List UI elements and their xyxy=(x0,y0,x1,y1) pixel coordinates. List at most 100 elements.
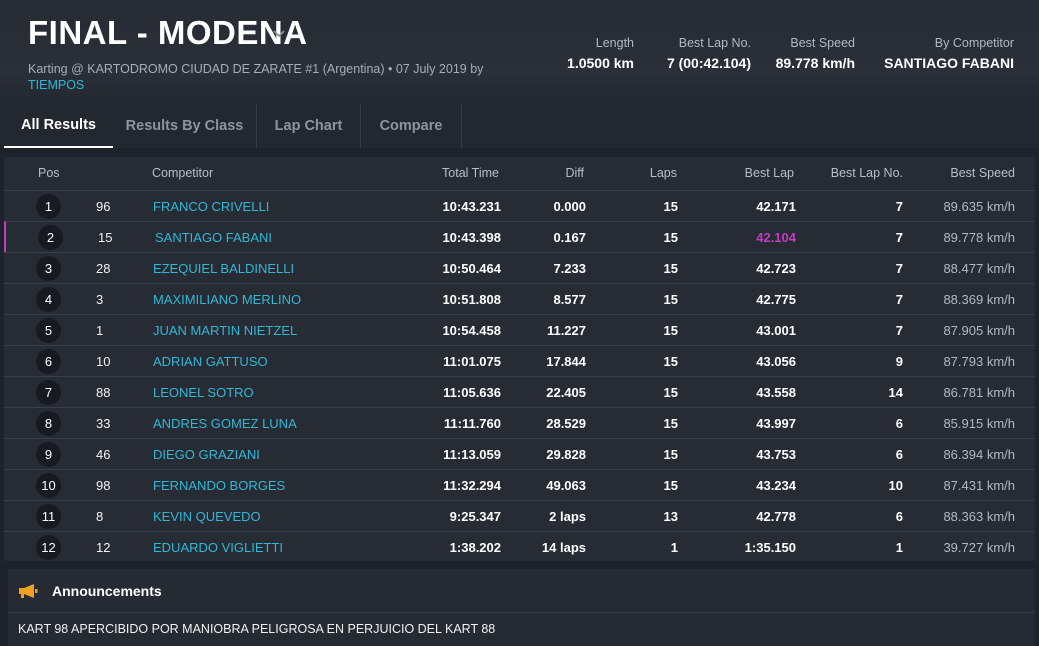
kart-number: 15 xyxy=(98,230,113,245)
diff: 7.233 xyxy=(553,261,586,276)
tab-compare[interactable]: Compare xyxy=(361,104,462,148)
best-speed: 89.778 km/h xyxy=(943,230,1015,245)
competitor-name[interactable]: SANTIAGO FABANI xyxy=(155,230,273,245)
table-row[interactable]: 2 15 SANTIAGO FABANI 10:43.398 0.167 15 42.104… xyxy=(4,221,1035,252)
laps: 15 xyxy=(663,354,678,369)
organizer-link[interactable]: TIEMPOS xyxy=(28,78,85,92)
table-row[interactable]: 6 10 ADRIAN GATTUSO 11:01.075 17.844 15 43.056… xyxy=(4,345,1035,376)
table-row[interactable]: 7 88 LEONEL SOTRO 11:05.636 22.405 15 43.558 14… xyxy=(4,376,1035,407)
total-time: 11:32.294 xyxy=(443,478,501,493)
position-badge: 2 xyxy=(38,225,63,250)
diff: 22.405 xyxy=(546,385,586,400)
diff: 0.000 xyxy=(553,199,586,214)
best-lap-no: 7 xyxy=(895,261,903,276)
laps: 15 xyxy=(663,416,678,431)
laps: 15 xyxy=(663,478,678,493)
best-lap: 43.558 xyxy=(756,385,796,400)
position-badge: 6 xyxy=(36,349,61,374)
event-header: FINAL - MODENA Karting @ KARTODROMO CIUD… xyxy=(0,0,1039,104)
kart-number: 88 xyxy=(96,385,111,400)
competitor-name[interactable]: ADRIAN GATTUSO xyxy=(153,354,268,369)
competitor-name[interactable]: FERNANDO BORGES xyxy=(153,478,286,493)
kart-number: 28 xyxy=(96,261,111,276)
competitor-name[interactable]: KEVIN QUEVEDO xyxy=(153,509,261,524)
results-table: Pos Competitor Total Time Diff Laps Best… xyxy=(4,157,1035,561)
header-total-time[interactable]: Total Time xyxy=(442,166,499,180)
best-lap-no: 7 xyxy=(895,323,903,338)
total-time: 9:25.347 xyxy=(449,509,501,524)
competitor-name[interactable]: EDUARDO VIGLIETTI xyxy=(153,540,284,555)
table-row[interactable]: 9 46 DIEGO GRAZIANI 11:13.059 29.828 15 43.753… xyxy=(4,438,1035,469)
best-lap: 42.778 xyxy=(756,509,796,524)
table-row[interactable]: 5 1 JUAN MARTIN NIETZEL 10:54.458 11.227 15 43… xyxy=(4,314,1035,345)
tab-all-results[interactable]: All Results xyxy=(4,104,113,148)
best-lap-no: 10 xyxy=(888,478,903,493)
kart-number: 12 xyxy=(96,540,111,555)
header-pos[interactable]: Pos xyxy=(38,166,60,180)
table-row[interactable]: 8 33 ANDRES GOMEZ LUNA 11:11.760 28.529 15 43.… xyxy=(4,407,1035,438)
stat-best-lap-no-label: Best Lap No. xyxy=(678,36,751,50)
best-lap-no: 9 xyxy=(895,354,903,369)
laps: 15 xyxy=(663,261,678,276)
best-lap: 42.723 xyxy=(756,261,796,276)
best-speed: 87.793 km/h xyxy=(943,354,1015,369)
position-badge: 7 xyxy=(36,380,61,405)
best-speed: 39.727 km/h xyxy=(943,540,1015,555)
competitor-name[interactable]: MAXIMILIANO MERLINO xyxy=(153,292,302,307)
megaphone-icon xyxy=(19,584,38,598)
results-tabs: All Results Results By Class Lap Chart C… xyxy=(0,104,1039,148)
kart-number: 10 xyxy=(96,354,111,369)
table-row[interactable]: 12 12 EDUARDO VIGLIETTI 1:38.202 14 laps 1 1:3… xyxy=(4,531,1035,562)
announcements-title: Announcements xyxy=(52,583,162,599)
diff: 8.577 xyxy=(553,292,586,307)
best-lap: 1:35.150 xyxy=(744,540,796,555)
position-badge: 1 xyxy=(36,194,61,219)
best-speed: 88.477 km/h xyxy=(943,261,1015,276)
table-header: Pos Competitor Total Time Diff Laps Best… xyxy=(4,157,1035,190)
best-lap-no: 6 xyxy=(895,416,903,431)
header-diff[interactable]: Diff xyxy=(565,166,584,180)
header-best-lap-no[interactable]: Best Lap No. xyxy=(830,166,903,180)
competitor-name[interactable]: ANDRES GOMEZ LUNA xyxy=(153,416,297,431)
table-row[interactable]: 4 3 MAXIMILIANO MERLINO 10:51.808 8.577 15 42.… xyxy=(4,283,1035,314)
chevron-down-icon[interactable] xyxy=(273,27,285,39)
best-lap-no: 7 xyxy=(895,230,903,245)
table-row[interactable]: 3 28 EZEQUIEL BALDINELLI 10:50.464 7.233 15 42… xyxy=(4,252,1035,283)
tab-results-by-class[interactable]: Results By Class xyxy=(113,104,257,148)
competitor-name[interactable]: JUAN MARTIN NIETZEL xyxy=(153,323,298,338)
total-time: 11:13.059 xyxy=(443,447,501,462)
diff: 0.167 xyxy=(553,230,586,245)
header-best-lap[interactable]: Best Lap xyxy=(744,166,794,180)
tab-lap-chart[interactable]: Lap Chart xyxy=(257,104,361,148)
laps: 15 xyxy=(663,199,678,214)
best-lap-no: 1 xyxy=(895,540,903,555)
total-time: 10:51.808 xyxy=(442,292,501,307)
best-lap: 42.171 xyxy=(756,199,796,214)
competitor-name[interactable]: EZEQUIEL BALDINELLI xyxy=(153,261,295,276)
stat-best-lap-no: Best Lap No. 7 (00:42.104) xyxy=(667,36,751,71)
table-row[interactable]: 11 8 KEVIN QUEVEDO 9:25.347 2 laps 13 42.778 6 8… xyxy=(4,500,1035,531)
announcements-panel: Announcements KART 98 APERCIBIDO POR MAN… xyxy=(8,569,1035,646)
position-badge: 5 xyxy=(36,318,61,343)
total-time: 1:38.202 xyxy=(449,540,501,555)
competitor-name[interactable]: FRANCO CRIVELLI xyxy=(153,199,270,214)
table-row[interactable]: 1 96 FRANCO CRIVELLI 10:43.231 0.000 15 42.171… xyxy=(4,190,1035,221)
stat-by-competitor: By Competitor SANTIAGO FABANI xyxy=(884,36,1014,71)
stat-length-value: 1.0500 km xyxy=(567,55,634,71)
header-competitor[interactable]: Competitor xyxy=(152,166,214,180)
header-laps[interactable]: Laps xyxy=(649,166,677,180)
position-badge: 8 xyxy=(36,411,61,436)
competitor-name[interactable]: LEONEL SOTRO xyxy=(153,385,254,400)
total-time: 10:43.231 xyxy=(442,199,501,214)
total-time: 10:50.464 xyxy=(442,261,501,276)
best-speed: 89.635 km/h xyxy=(943,199,1015,214)
kart-number: 1 xyxy=(96,323,104,338)
position-badge: 11 xyxy=(36,504,61,529)
stat-best-speed-label: Best Speed xyxy=(790,36,855,50)
position-badge: 4 xyxy=(36,287,61,312)
stat-length: Length 1.0500 km xyxy=(567,36,634,71)
competitor-name[interactable]: DIEGO GRAZIANI xyxy=(153,447,260,462)
table-row[interactable]: 10 98 FERNANDO BORGES 11:32.294 49.063 15 43.2… xyxy=(4,469,1035,500)
best-lap-no: 7 xyxy=(895,292,903,307)
header-best-speed[interactable]: Best Speed xyxy=(950,166,1015,180)
